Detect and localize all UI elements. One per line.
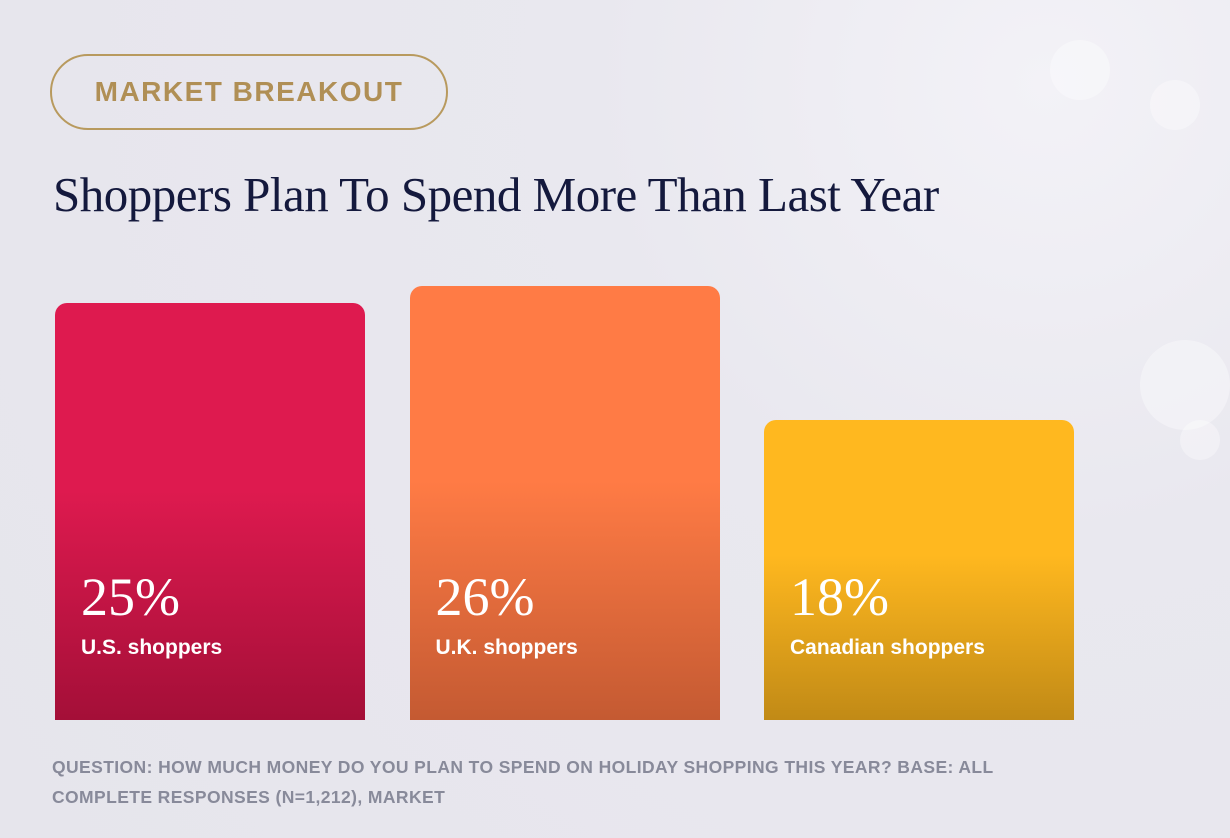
bar-value-label: 26%	[435, 567, 535, 627]
bar-value-label: 18%	[790, 566, 889, 627]
bar-3: 18% Canadian shoppers	[764, 419, 1074, 720]
bar-1: 25% U.S. shoppers	[55, 302, 365, 720]
bar-value-label: 25%	[81, 566, 180, 627]
market-breakout-label: MARKET BREAKOUT	[94, 76, 404, 107]
bar-category-label: U.S. shoppers	[81, 635, 223, 659]
bar-2: 26% U.K. shoppers	[409, 286, 720, 720]
chart-title: Shoppers Plan To Spend More Than Last Ye…	[53, 167, 939, 222]
question-footnote: QUESTION: HOW MUCH MONEY DO YOU PLAN TO …	[52, 757, 994, 807]
market-breakout-badge: MARKET BREAKOUT	[50, 54, 448, 130]
bar-category-label: U.K. shoppers	[435, 636, 578, 659]
background-bokeh	[1050, 40, 1110, 100]
background-bokeh	[1180, 420, 1220, 460]
bar-category-label: Canadian shoppers	[790, 635, 985, 659]
background-bokeh	[1150, 80, 1200, 130]
background-bokeh	[1140, 340, 1230, 430]
